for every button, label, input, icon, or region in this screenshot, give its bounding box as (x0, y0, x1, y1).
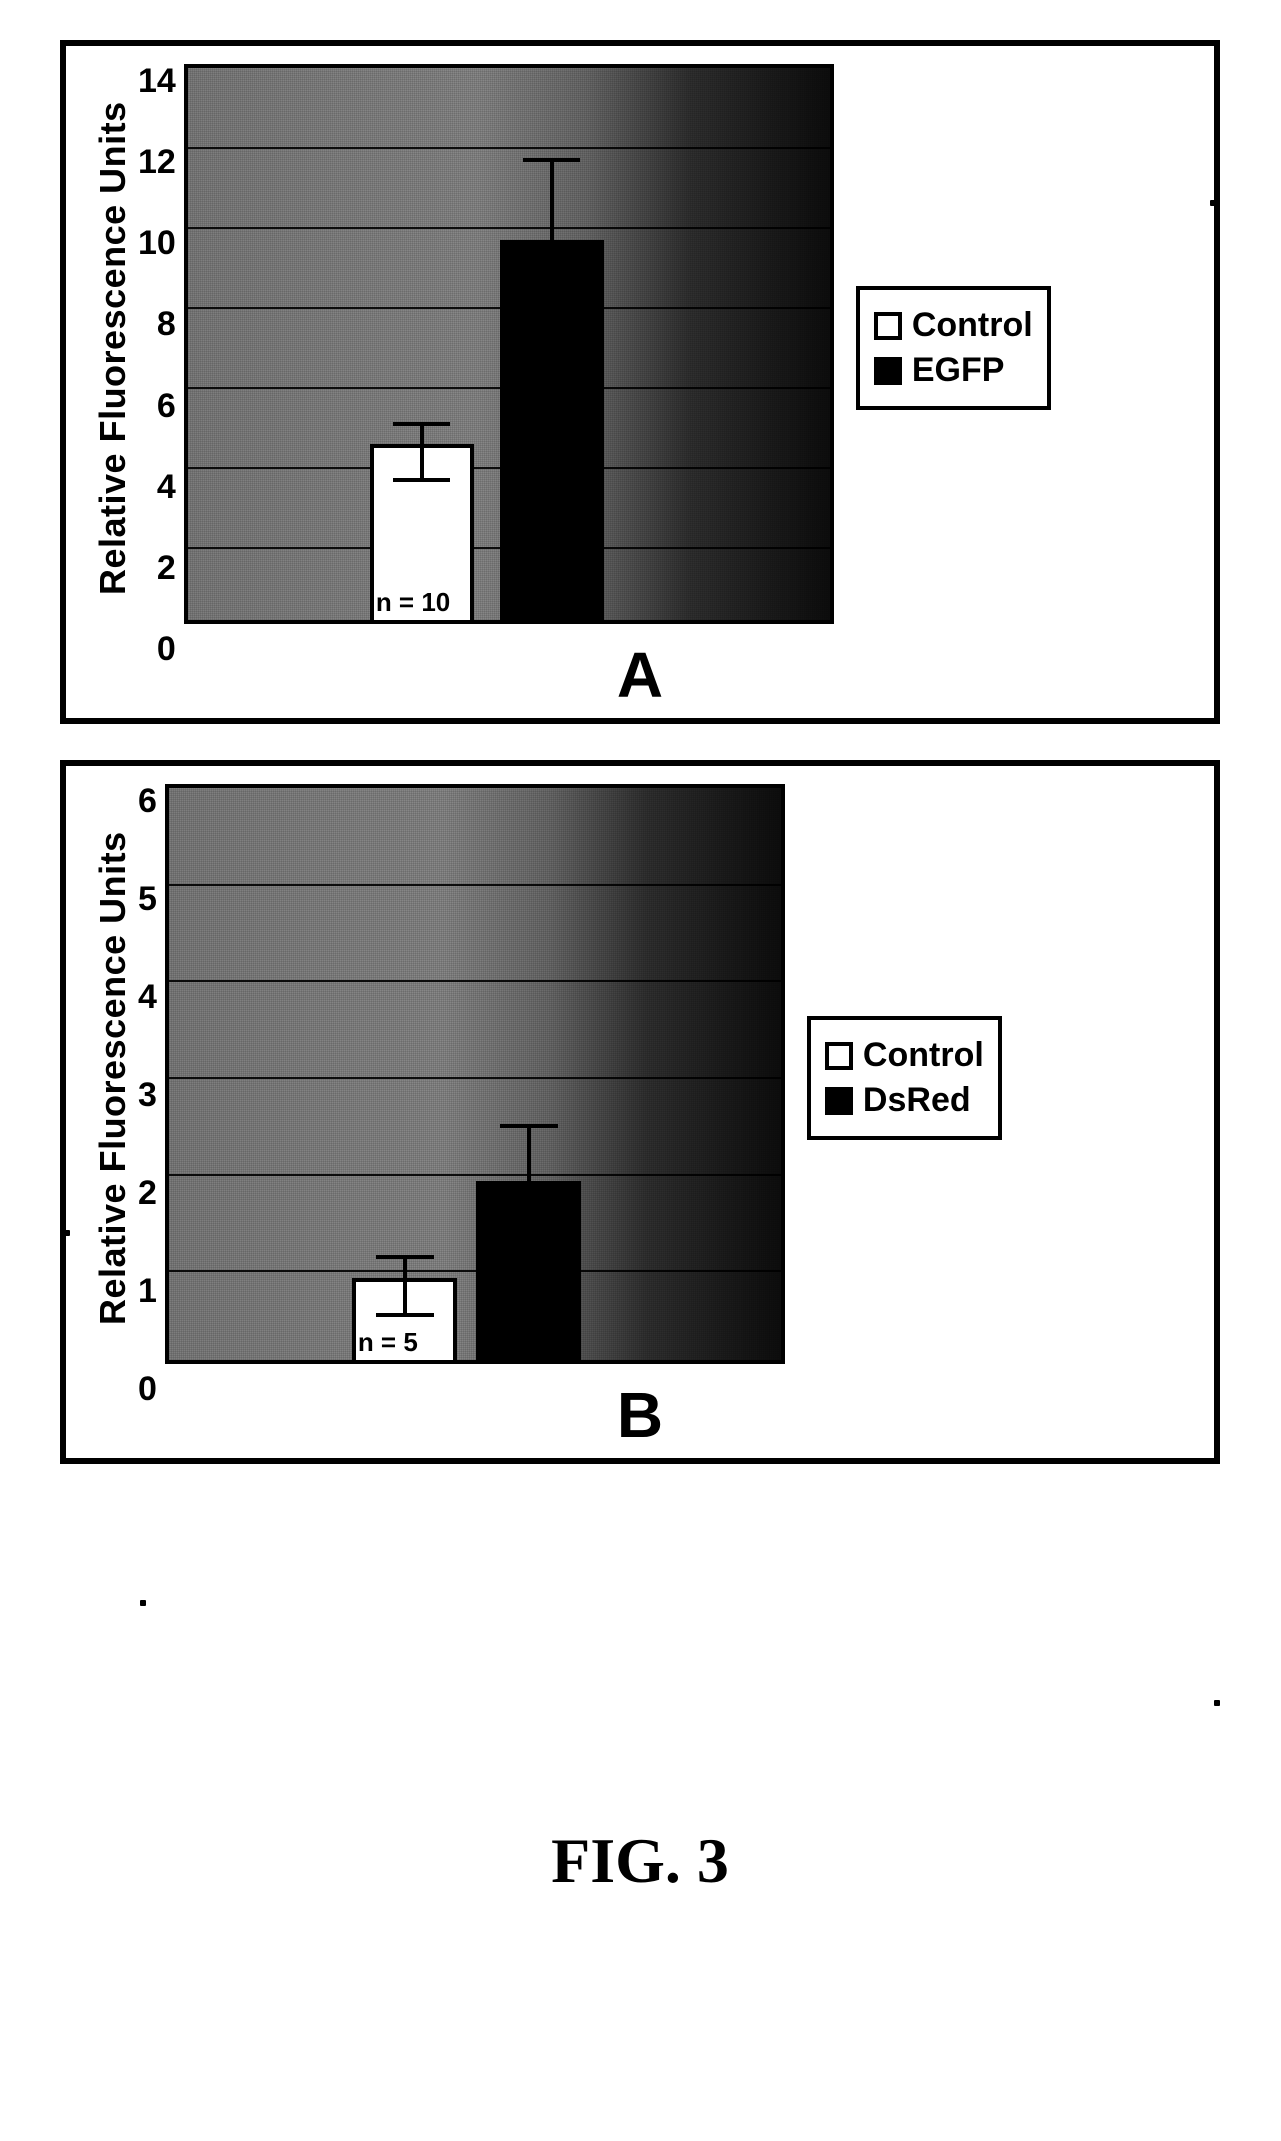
panel-a-bars-layer: n = 10 (188, 68, 830, 620)
gridline (169, 884, 781, 886)
gridline (169, 1174, 781, 1176)
panel-b-legend: Control DsRed (807, 1016, 1002, 1140)
legend-item: Control (825, 1036, 984, 1075)
stray-dot (1210, 200, 1216, 206)
panel-b-plot: n = 5 (165, 784, 785, 1364)
error-cap (393, 422, 450, 426)
error-cap (500, 1124, 558, 1128)
panel-b: Relative Fluorescence Units 6543210 n = … (60, 760, 1220, 1464)
error-bar (550, 160, 554, 336)
stray-dot (1214, 1700, 1220, 1706)
gridline (188, 147, 830, 149)
panel-a-letter: A (82, 638, 1198, 712)
legend-item: DsRed (825, 1081, 984, 1120)
legend-label: Control (912, 306, 1033, 345)
legend-swatch (825, 1042, 853, 1070)
panel-a: Relative Fluorescence Units 14121086420 … (60, 40, 1220, 724)
n-label: n = 5 (358, 1327, 418, 1358)
legend-label: EGFP (912, 351, 1005, 390)
stray-dot (64, 1230, 70, 1236)
legend-item: EGFP (874, 351, 1033, 390)
panel-a-ylabel: Relative Fluorescence Units (82, 64, 138, 632)
error-cap (393, 478, 450, 482)
error-bar (420, 424, 424, 480)
panel-b-letter: B (82, 1378, 1198, 1452)
gridline (169, 1077, 781, 1079)
legend-label: Control (863, 1036, 984, 1075)
error-bar (403, 1257, 407, 1315)
error-cap (523, 158, 580, 162)
panel-a-yaxis: 14121086420 (138, 64, 184, 632)
gridline (188, 227, 830, 229)
panel-a-legend: Control EGFP (856, 286, 1051, 410)
error-bar (527, 1126, 531, 1252)
error-cap (376, 1255, 434, 1259)
panel-b-bars-layer: n = 5 (169, 788, 781, 1360)
stray-dot (140, 1600, 146, 1606)
panel-b-chart: Relative Fluorescence Units 6543210 n = … (82, 784, 785, 1372)
legend-item: Control (874, 306, 1033, 345)
legend-label: DsRed (863, 1081, 971, 1120)
panel-a-chart: Relative Fluorescence Units 14121086420 … (82, 64, 834, 632)
legend-swatch (825, 1087, 853, 1115)
n-label: n = 10 (376, 587, 450, 618)
figure-wrap: Relative Fluorescence Units 14121086420 … (60, 40, 1220, 1898)
error-cap (376, 1313, 434, 1317)
panel-a-plot: n = 10 (184, 64, 834, 624)
figure-caption: FIG. 3 (60, 1824, 1220, 1898)
error-cap (523, 334, 580, 338)
panel-b-yaxis: 6543210 (138, 784, 165, 1372)
legend-swatch (874, 357, 902, 385)
panel-a-inner: Relative Fluorescence Units 14121086420 … (82, 64, 1198, 632)
legend-swatch (874, 312, 902, 340)
panel-b-inner: Relative Fluorescence Units 6543210 n = … (82, 784, 1198, 1372)
error-cap (500, 1250, 558, 1254)
gridline (169, 980, 781, 982)
panel-b-ylabel: Relative Fluorescence Units (82, 784, 138, 1372)
